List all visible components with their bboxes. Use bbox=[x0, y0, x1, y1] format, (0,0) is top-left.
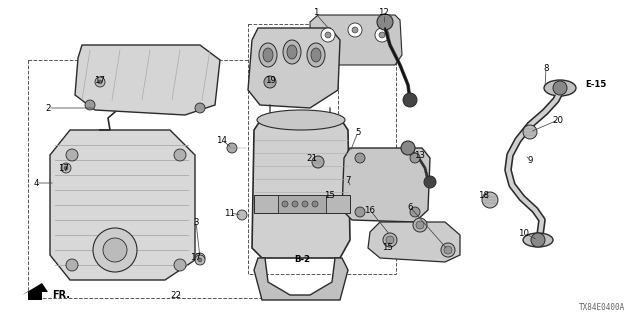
Circle shape bbox=[64, 166, 68, 170]
Bar bbox=[28, 60, 338, 298]
Circle shape bbox=[174, 149, 186, 161]
Ellipse shape bbox=[283, 40, 301, 64]
Circle shape bbox=[195, 255, 205, 265]
Circle shape bbox=[174, 259, 186, 271]
Text: 6: 6 bbox=[407, 203, 413, 212]
Text: 12: 12 bbox=[378, 7, 390, 17]
Text: 17: 17 bbox=[191, 253, 202, 262]
Text: 20: 20 bbox=[552, 116, 563, 124]
Circle shape bbox=[355, 207, 365, 217]
Text: 3: 3 bbox=[193, 218, 199, 227]
Polygon shape bbox=[310, 15, 402, 65]
Circle shape bbox=[403, 93, 417, 107]
Circle shape bbox=[325, 32, 331, 38]
Circle shape bbox=[292, 201, 298, 207]
Text: 13: 13 bbox=[415, 150, 426, 159]
Ellipse shape bbox=[287, 45, 297, 59]
Polygon shape bbox=[75, 45, 220, 115]
Circle shape bbox=[377, 14, 393, 30]
Circle shape bbox=[441, 243, 455, 257]
Polygon shape bbox=[50, 130, 195, 280]
Circle shape bbox=[352, 27, 358, 33]
Circle shape bbox=[444, 246, 452, 254]
Text: 15: 15 bbox=[383, 243, 394, 252]
Circle shape bbox=[553, 81, 567, 95]
Polygon shape bbox=[254, 258, 348, 300]
Ellipse shape bbox=[544, 80, 576, 96]
Polygon shape bbox=[252, 118, 350, 258]
Circle shape bbox=[413, 218, 427, 232]
Text: FR.: FR. bbox=[52, 290, 70, 300]
Circle shape bbox=[531, 233, 545, 247]
Circle shape bbox=[98, 80, 102, 84]
Circle shape bbox=[227, 143, 237, 153]
Circle shape bbox=[66, 149, 78, 161]
Circle shape bbox=[482, 192, 498, 208]
Circle shape bbox=[264, 76, 276, 88]
Ellipse shape bbox=[311, 48, 321, 62]
Circle shape bbox=[66, 259, 78, 271]
Ellipse shape bbox=[257, 110, 345, 130]
Text: 4: 4 bbox=[33, 179, 39, 188]
Circle shape bbox=[383, 233, 397, 247]
Text: 5: 5 bbox=[355, 127, 361, 137]
Text: TX84E0400A: TX84E0400A bbox=[579, 303, 625, 312]
Circle shape bbox=[93, 228, 137, 272]
Text: 18: 18 bbox=[479, 190, 490, 199]
Text: B-2: B-2 bbox=[294, 254, 310, 263]
Circle shape bbox=[416, 221, 424, 229]
Circle shape bbox=[195, 103, 205, 113]
Circle shape bbox=[321, 28, 335, 42]
Text: 11: 11 bbox=[225, 209, 236, 218]
Circle shape bbox=[85, 100, 95, 110]
Circle shape bbox=[355, 153, 365, 163]
Text: 9: 9 bbox=[527, 156, 532, 164]
Text: 21: 21 bbox=[307, 154, 317, 163]
Text: 7: 7 bbox=[345, 175, 351, 185]
Text: 22: 22 bbox=[170, 292, 182, 300]
Circle shape bbox=[379, 32, 385, 38]
Polygon shape bbox=[248, 28, 340, 108]
Circle shape bbox=[523, 125, 537, 139]
Text: 8: 8 bbox=[543, 63, 548, 73]
Circle shape bbox=[195, 253, 205, 263]
Text: 1: 1 bbox=[313, 7, 319, 17]
Ellipse shape bbox=[259, 43, 277, 67]
Circle shape bbox=[95, 77, 105, 87]
Text: E-15: E-15 bbox=[586, 79, 607, 89]
Text: 17: 17 bbox=[95, 76, 106, 84]
Text: 2: 2 bbox=[45, 103, 51, 113]
Text: 10: 10 bbox=[518, 228, 529, 237]
Polygon shape bbox=[342, 148, 430, 222]
Circle shape bbox=[282, 201, 288, 207]
Circle shape bbox=[103, 238, 127, 262]
Circle shape bbox=[375, 28, 389, 42]
Circle shape bbox=[198, 258, 202, 262]
Circle shape bbox=[312, 201, 318, 207]
Circle shape bbox=[302, 201, 308, 207]
Bar bbox=[248, 24, 396, 274]
Circle shape bbox=[410, 207, 420, 217]
Circle shape bbox=[386, 236, 394, 244]
Text: 17: 17 bbox=[58, 164, 70, 172]
Polygon shape bbox=[22, 283, 48, 300]
Bar bbox=[254, 195, 350, 213]
Bar bbox=[278, 195, 326, 213]
Circle shape bbox=[424, 176, 436, 188]
Polygon shape bbox=[368, 222, 460, 262]
Text: 15: 15 bbox=[324, 190, 335, 199]
Text: 16: 16 bbox=[365, 205, 376, 214]
Circle shape bbox=[237, 210, 247, 220]
Ellipse shape bbox=[523, 233, 553, 247]
Circle shape bbox=[348, 23, 362, 37]
Circle shape bbox=[401, 141, 415, 155]
Text: 19: 19 bbox=[264, 76, 275, 84]
Ellipse shape bbox=[307, 43, 325, 67]
Ellipse shape bbox=[263, 48, 273, 62]
Circle shape bbox=[61, 163, 71, 173]
Circle shape bbox=[410, 153, 420, 163]
Text: 14: 14 bbox=[216, 135, 227, 145]
Circle shape bbox=[312, 156, 324, 168]
